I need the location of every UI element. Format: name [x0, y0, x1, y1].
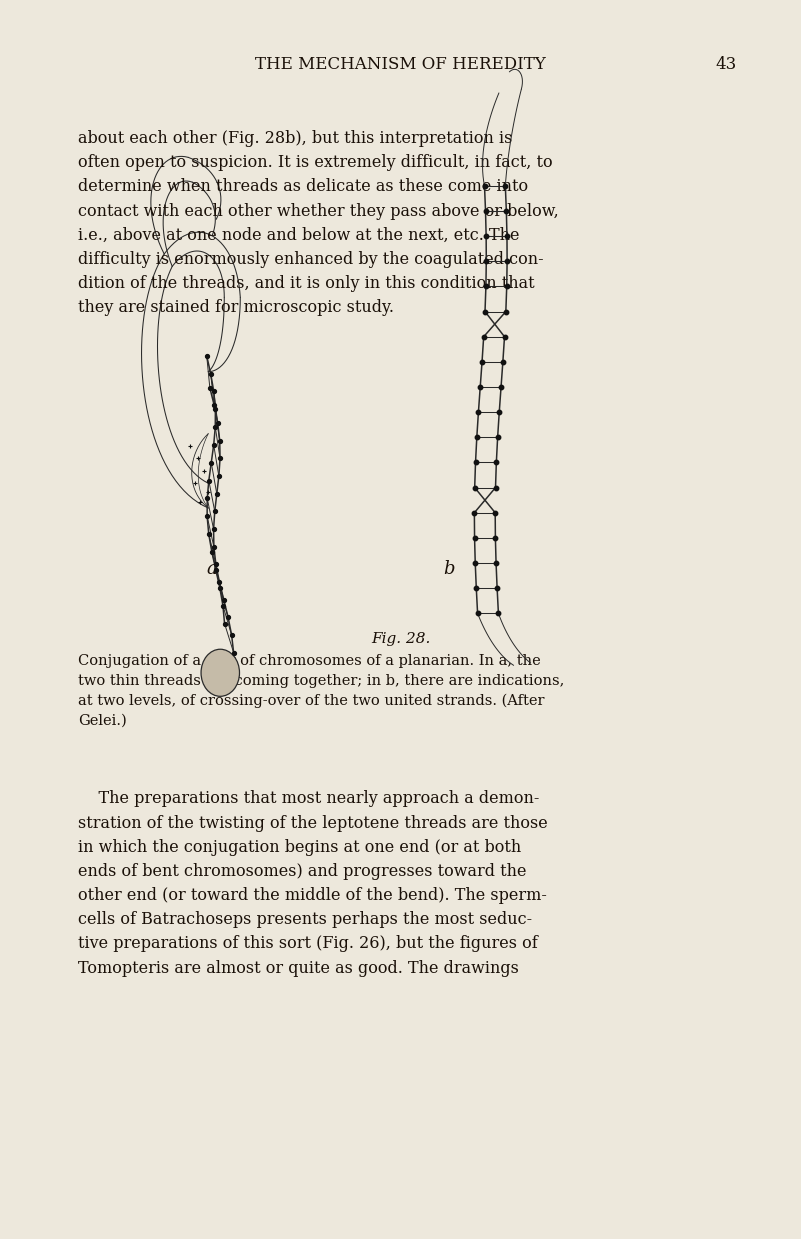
Text: 43: 43: [715, 56, 737, 73]
Text: Fig. 28.: Fig. 28.: [371, 632, 430, 646]
Text: Conjugation of a pair of chromosomes of a planarian. In a, the
two thin threads : Conjugation of a pair of chromosomes of …: [78, 654, 565, 727]
Ellipse shape: [201, 649, 239, 696]
Text: THE MECHANISM OF HEREDITY: THE MECHANISM OF HEREDITY: [256, 56, 545, 73]
Text: a: a: [207, 560, 218, 579]
Text: b: b: [443, 560, 454, 579]
Text: The preparations that most nearly approach a demon-
stration of the twisting of : The preparations that most nearly approa…: [78, 790, 548, 976]
Text: about each other (Fig. 28b), but this interpretation is
often open to suspicion.: about each other (Fig. 28b), but this in…: [78, 130, 559, 316]
